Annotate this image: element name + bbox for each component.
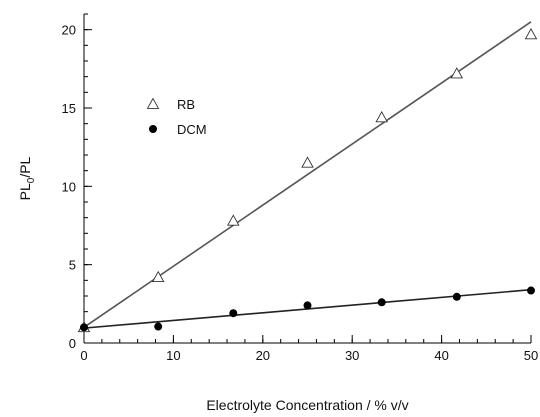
y-tick-label: 20: [62, 23, 76, 38]
y-tick-label: 0: [69, 336, 76, 351]
point-rb: [151, 270, 165, 283]
point-rb: [524, 27, 538, 40]
legend: RB DCM: [146, 97, 207, 137]
point-rb: [450, 67, 464, 79]
legend-label-rb: RB: [177, 97, 195, 112]
point-dcm: [154, 322, 163, 331]
series-dcm: [80, 286, 535, 332]
y-axis-title: PL0/PL: [17, 156, 37, 200]
x-tick-label: 30: [345, 348, 359, 363]
axes: 0 10 20 30 40 50 0 5 10 15 20: [62, 13, 538, 363]
point-rb: [375, 110, 388, 123]
series-layer: [77, 21, 538, 333]
y-tick-label: 15: [62, 101, 76, 116]
x-tick-label: 0: [80, 348, 87, 363]
point-dcm: [303, 301, 312, 310]
legend-label-dcm: DCM: [177, 122, 207, 137]
point-dcm: [229, 309, 238, 318]
point-dcm: [377, 298, 386, 307]
legend-marker-dcm: [149, 125, 157, 133]
point-dcm: [452, 292, 461, 301]
x-tick-label: 20: [256, 348, 270, 363]
point-dcm: [527, 286, 535, 295]
series-rb: [77, 21, 538, 333]
x-tick-label: 50: [524, 348, 538, 363]
y-tick-label: 10: [62, 179, 76, 194]
x-tick-label: 10: [166, 348, 180, 363]
point-dcm: [80, 323, 88, 332]
y-tick-label: 5: [69, 258, 76, 273]
point-rb: [301, 156, 314, 168]
fit-line-rb: [83, 21, 532, 328]
legend-marker-rb: [146, 97, 160, 109]
x-axis-title: Electrolyte Concentration / % v/v: [206, 397, 408, 413]
point-rb: [227, 214, 240, 226]
x-tick-label: 40: [434, 348, 448, 363]
